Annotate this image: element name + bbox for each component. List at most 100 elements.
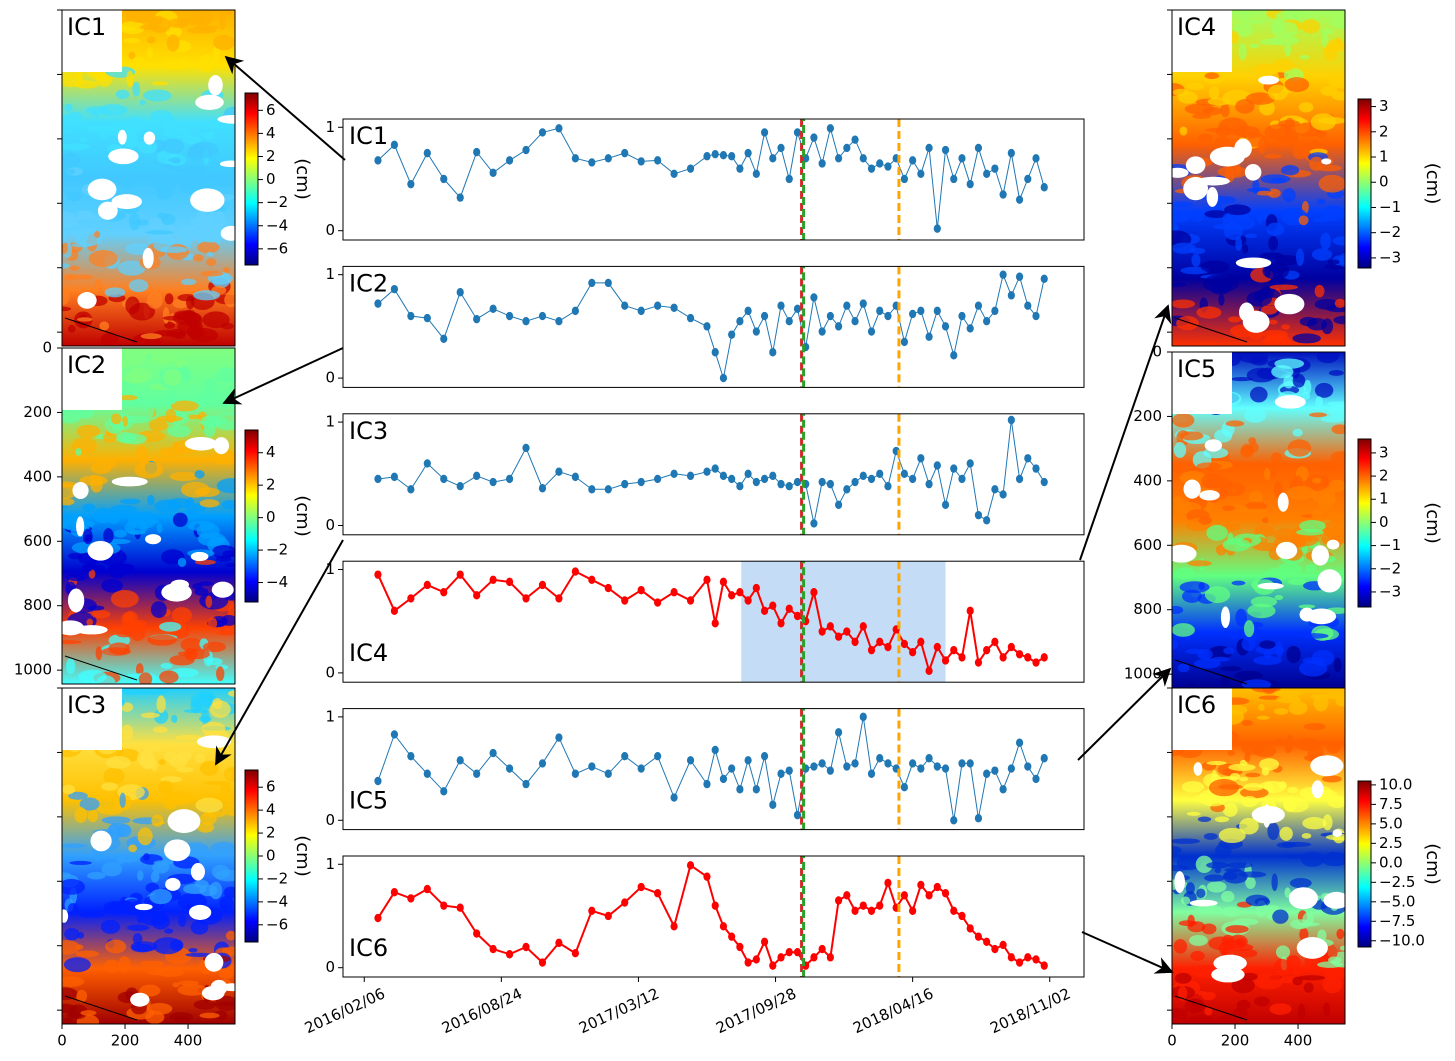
map-patch xyxy=(195,487,220,497)
data-point xyxy=(1015,958,1024,967)
map-patch xyxy=(1298,102,1314,113)
data-point xyxy=(843,301,851,310)
map-patch xyxy=(137,827,153,846)
data-point xyxy=(900,639,909,649)
map-nodata xyxy=(161,583,192,602)
data-point xyxy=(884,481,892,491)
map-patch xyxy=(1269,284,1299,290)
x-tick-label: 2016/02/06 xyxy=(302,984,388,1037)
map-patch xyxy=(76,424,101,438)
map-patch xyxy=(200,695,217,701)
map-patch xyxy=(170,400,199,412)
map-patch xyxy=(62,306,72,312)
map-image xyxy=(62,348,235,684)
map-patch xyxy=(148,418,168,432)
map-patch xyxy=(198,581,214,586)
map-nodata xyxy=(1235,257,1272,269)
map-patch xyxy=(1177,985,1188,1001)
map-patch xyxy=(209,700,231,718)
map-patch xyxy=(1304,10,1311,21)
data-point xyxy=(1007,415,1015,425)
map-patch xyxy=(62,216,82,222)
map-patch xyxy=(67,324,76,333)
colorbar-tick-label: −3 xyxy=(1379,582,1401,600)
panel-label: IC6 xyxy=(349,934,388,962)
map-patch xyxy=(1260,174,1291,184)
data-point xyxy=(974,814,983,823)
map-nodata xyxy=(87,178,117,201)
map-patch xyxy=(1299,54,1310,60)
data-point xyxy=(991,944,999,954)
map-patch xyxy=(1327,259,1340,265)
map-patch xyxy=(221,801,235,817)
colorbar-tick-label: −4 xyxy=(266,573,288,591)
data-point xyxy=(571,306,579,316)
map-patch xyxy=(1258,695,1283,700)
map-patch xyxy=(134,461,164,479)
map-patch xyxy=(163,368,182,386)
map-patch xyxy=(1241,679,1272,688)
map-nodata xyxy=(167,809,201,834)
map-patch xyxy=(194,470,205,479)
data-point xyxy=(1007,642,1015,652)
data-point xyxy=(728,591,736,600)
data-point xyxy=(900,891,909,900)
map-patch xyxy=(128,51,136,60)
map-patch xyxy=(193,25,221,30)
map-patch xyxy=(197,822,215,833)
map-nodata xyxy=(97,201,118,220)
data-point xyxy=(769,800,777,809)
data-point xyxy=(752,169,760,179)
data-point xyxy=(728,330,736,339)
map-patch xyxy=(145,230,174,235)
data-point xyxy=(909,309,917,319)
map-patch xyxy=(1292,373,1306,388)
map-patch xyxy=(1241,972,1258,981)
map-patch xyxy=(1249,386,1268,403)
map-patch xyxy=(82,503,96,512)
data-point xyxy=(884,642,892,652)
map-patch xyxy=(1222,538,1251,552)
data-point xyxy=(769,471,777,481)
y-tick-label: 0 xyxy=(325,221,335,239)
panel-frame xyxy=(342,265,1085,388)
map-patch xyxy=(1279,826,1293,841)
map-patch xyxy=(1317,460,1339,472)
map-patch xyxy=(68,791,88,800)
map-patch xyxy=(1252,178,1260,195)
data-point xyxy=(760,474,769,484)
map-patch xyxy=(211,841,235,854)
map-patch xyxy=(148,17,172,33)
map-patch xyxy=(171,607,192,624)
map-patch xyxy=(62,843,87,849)
map-patch xyxy=(1179,581,1210,593)
y-tick-label: 1 xyxy=(325,707,335,725)
map-nodata xyxy=(164,839,191,862)
data-point xyxy=(522,145,530,155)
map-patch xyxy=(69,265,80,271)
data-point xyxy=(423,313,431,323)
track xyxy=(1174,659,1248,685)
map-patch xyxy=(94,278,103,292)
map-nodata xyxy=(143,131,156,145)
data-point xyxy=(785,604,793,613)
map-patch xyxy=(85,106,109,115)
data-point xyxy=(777,619,785,628)
map-patch xyxy=(1250,356,1269,366)
data-point xyxy=(407,594,415,603)
map-nodata xyxy=(1323,891,1345,909)
arrow xyxy=(1077,667,1172,761)
map-patch xyxy=(206,210,227,229)
map-patch xyxy=(1226,862,1253,869)
map-patch xyxy=(1264,153,1282,159)
data-point xyxy=(876,159,884,168)
map-patch xyxy=(1323,968,1345,980)
x-tick-label: 2016/08/24 xyxy=(439,984,525,1037)
data-point xyxy=(777,301,785,310)
data-point xyxy=(686,861,695,870)
map-patch xyxy=(63,273,76,281)
map-patch xyxy=(1282,10,1304,20)
map-patch xyxy=(140,333,162,340)
map-patch xyxy=(1305,564,1317,573)
